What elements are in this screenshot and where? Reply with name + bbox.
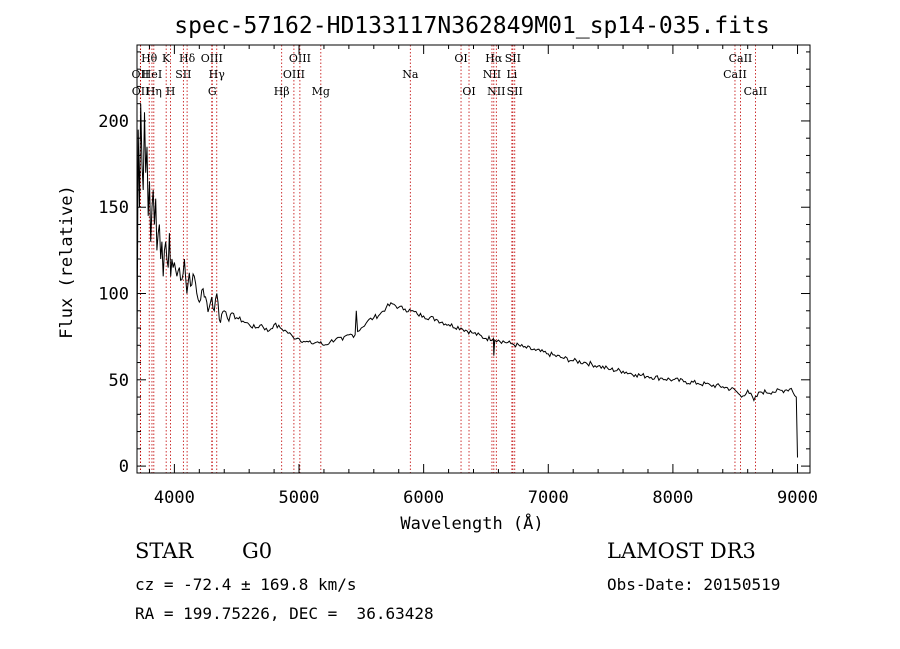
y-axis: 0 50 100 150 200 <box>98 51 810 477</box>
line-label-9: OIII <box>201 52 223 65</box>
plot-frame <box>136 44 811 474</box>
survey-name: LAMOST DR3 <box>607 539 756 563</box>
line-label-15: Mg <box>312 85 330 98</box>
line-label-2: OII <box>132 85 150 98</box>
y-axis-label: Flux (relative) <box>57 185 77 339</box>
line-label-22: Li <box>506 68 517 81</box>
y-tick-label: 0 <box>119 457 129 477</box>
line-label-13: OIII <box>283 68 305 81</box>
line-label-16: Na <box>402 68 419 81</box>
line-label-8: Hδ <box>179 52 196 65</box>
line-label-10: G <box>208 85 217 98</box>
emission-line-markers <box>139 45 756 473</box>
x-tick-label: 4000 <box>154 488 195 508</box>
line-label-3: HeI <box>142 68 162 81</box>
observation-date: Obs-Date: 20150519 <box>607 575 781 594</box>
x-tick-label: 8000 <box>652 488 693 508</box>
line-label-5: K <box>162 52 171 65</box>
x-tick-label: 6000 <box>403 488 444 508</box>
sky-coordinates: RA = 199.75226, DEC = 36.63428 <box>135 604 434 623</box>
y-tick-label: 150 <box>98 198 129 218</box>
x-tick-label: 5000 <box>279 488 320 508</box>
line-label-27: CaII <box>744 85 768 98</box>
object-class: STAR <box>135 539 194 563</box>
spectrum-chart: spec-57162-HD133117N362849M01_sp14-035.f… <box>57 13 818 534</box>
line-label-0: Hθ <box>141 52 158 65</box>
line-label-11: Hγ <box>209 68 226 81</box>
line-label-26: CaII <box>729 52 753 65</box>
x-tick-label: 9000 <box>777 488 818 508</box>
x-axis-label: Wavelength (Å) <box>400 512 543 534</box>
line-label-4: Hη <box>146 85 162 98</box>
chart-title: spec-57162-HD133117N362849M01_sp14-035.f… <box>174 13 769 39</box>
x-axis: 4000 5000 6000 7000 8000 9000 <box>148 45 818 508</box>
line-label-20: Hα <box>485 52 503 65</box>
object-subclass: G0 <box>242 539 273 563</box>
redshift-velocity: cz = -72.4 ± 169.8 km/s <box>135 575 357 594</box>
line-label-6: H <box>166 85 176 98</box>
y-tick-label: 200 <box>98 112 129 132</box>
line-label-14: OIII <box>289 52 311 65</box>
line-label-23: SII <box>505 52 521 65</box>
line-label-17: OI <box>454 52 467 65</box>
line-label-19: NII <box>483 68 501 81</box>
x-tick-label: 7000 <box>528 488 569 508</box>
line-label-12: Hβ <box>274 85 290 98</box>
spectrum-line <box>136 103 798 458</box>
line-label-21: NII <box>487 85 505 98</box>
line-label-18: OI <box>462 85 475 98</box>
line-label-1: OII <box>132 68 150 81</box>
line-label-25: CaII <box>723 68 747 81</box>
line-label-7: SII <box>175 68 191 81</box>
line-label-24: SII <box>507 85 523 98</box>
y-tick-label: 100 <box>98 285 129 305</box>
y-tick-label: 50 <box>109 371 129 391</box>
